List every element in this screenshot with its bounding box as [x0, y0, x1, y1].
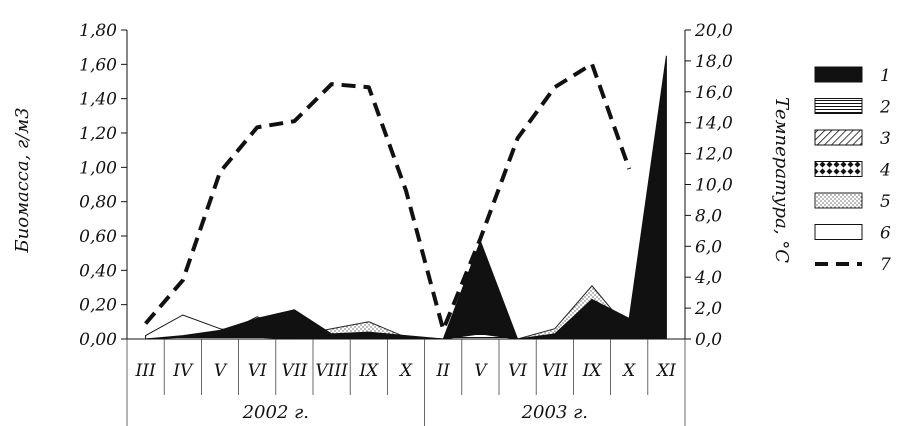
y-right-tick-label: 4,0	[694, 268, 722, 288]
y-left-tick-label: 1,40	[79, 90, 117, 110]
x-category-label: IX	[358, 361, 379, 381]
legend-item-4: 4	[814, 161, 891, 181]
x-category-label: V	[474, 361, 488, 381]
y-right-tick-label: 2,0	[694, 299, 722, 319]
x-category-label: IX	[582, 361, 603, 381]
legend-label-3: 3	[880, 129, 891, 149]
y-left-tick-label: 1,20	[79, 124, 117, 144]
series-7-line	[144, 62, 632, 332]
legend-item-5: 5	[814, 192, 891, 212]
legend-label-1: 1	[880, 66, 891, 86]
legend-item-2: 2	[814, 98, 891, 118]
y-right-tick-label: 10,0	[695, 176, 733, 196]
y-left-tick-label: 0,00	[79, 330, 117, 350]
x-category-label: IV	[172, 361, 194, 381]
year-group-label: 2003 г.	[521, 402, 588, 423]
legend-label-4: 4	[879, 161, 891, 181]
legend-label-2: 2	[879, 98, 891, 118]
legend-item-1: 1	[814, 66, 891, 86]
legend-swatch-5	[814, 192, 863, 209]
plot-area	[144, 55, 667, 340]
y-left-tick-label: 1,80	[79, 21, 117, 41]
x-category-label: VII	[542, 361, 568, 381]
y-right-tick-label: 0,0	[695, 330, 722, 350]
x-category-label: VII	[282, 361, 308, 381]
x-category-label: VIII	[315, 361, 348, 381]
legend-swatch-6	[814, 224, 863, 240]
legend-item-6: 6	[814, 224, 891, 244]
y-right-tick-label: 20,0	[694, 21, 733, 41]
legend-swatch-2	[814, 98, 863, 114]
legend-label-6: 6	[880, 224, 891, 244]
legend-label-7: 7	[880, 255, 891, 275]
y-right-tick-label: 16,0	[695, 83, 733, 103]
y-left-tick-label: 0,80	[79, 193, 117, 213]
y-left-tick-label: 0,60	[79, 227, 117, 247]
x-category-label: II	[435, 361, 450, 381]
legend-item-3: 3	[814, 129, 891, 149]
y-right-tick-label: 12,0	[695, 145, 733, 165]
x-category-label: VI	[508, 361, 527, 381]
x-category-label: X	[621, 361, 636, 381]
y-left-tick-label: 1,60	[79, 55, 117, 75]
legend-label-5: 5	[880, 192, 891, 212]
y-right-tick-label: 18,0	[695, 52, 733, 72]
y-right-axis-title: Температура, °С	[771, 97, 792, 263]
legend: 1 2 3 4 5 6 7	[814, 66, 891, 275]
y-right-tick-label: 14,0	[695, 114, 733, 134]
axes: 0,00 0,20 0,40 0,60 0,80 1,00 1,20 1,40 1,60 1,80…	[79, 21, 733, 426]
x-category-label: X	[398, 361, 413, 381]
x-category-label: VI	[248, 361, 267, 381]
legend-swatch-4	[814, 161, 863, 177]
x-category-label: III	[135, 361, 156, 381]
legend-swatch-1	[814, 66, 863, 83]
x-category-label: V	[214, 361, 228, 381]
y-right-tick-label: 6,0	[695, 237, 722, 257]
y-left-axis-title: Биомасса, г/м3	[12, 107, 33, 253]
year-group-label: 2002 г.	[242, 402, 309, 423]
y-right-tick-label: 8,0	[695, 206, 722, 226]
y-left-tick-label: 0,20	[79, 296, 117, 316]
x-category-label: XI	[655, 361, 676, 381]
y-left-tick-label: 0,40	[79, 261, 117, 281]
legend-item-7: 7	[815, 255, 891, 275]
legend-swatch-3	[814, 129, 863, 146]
y-left-tick-label: 1,00	[79, 158, 117, 178]
